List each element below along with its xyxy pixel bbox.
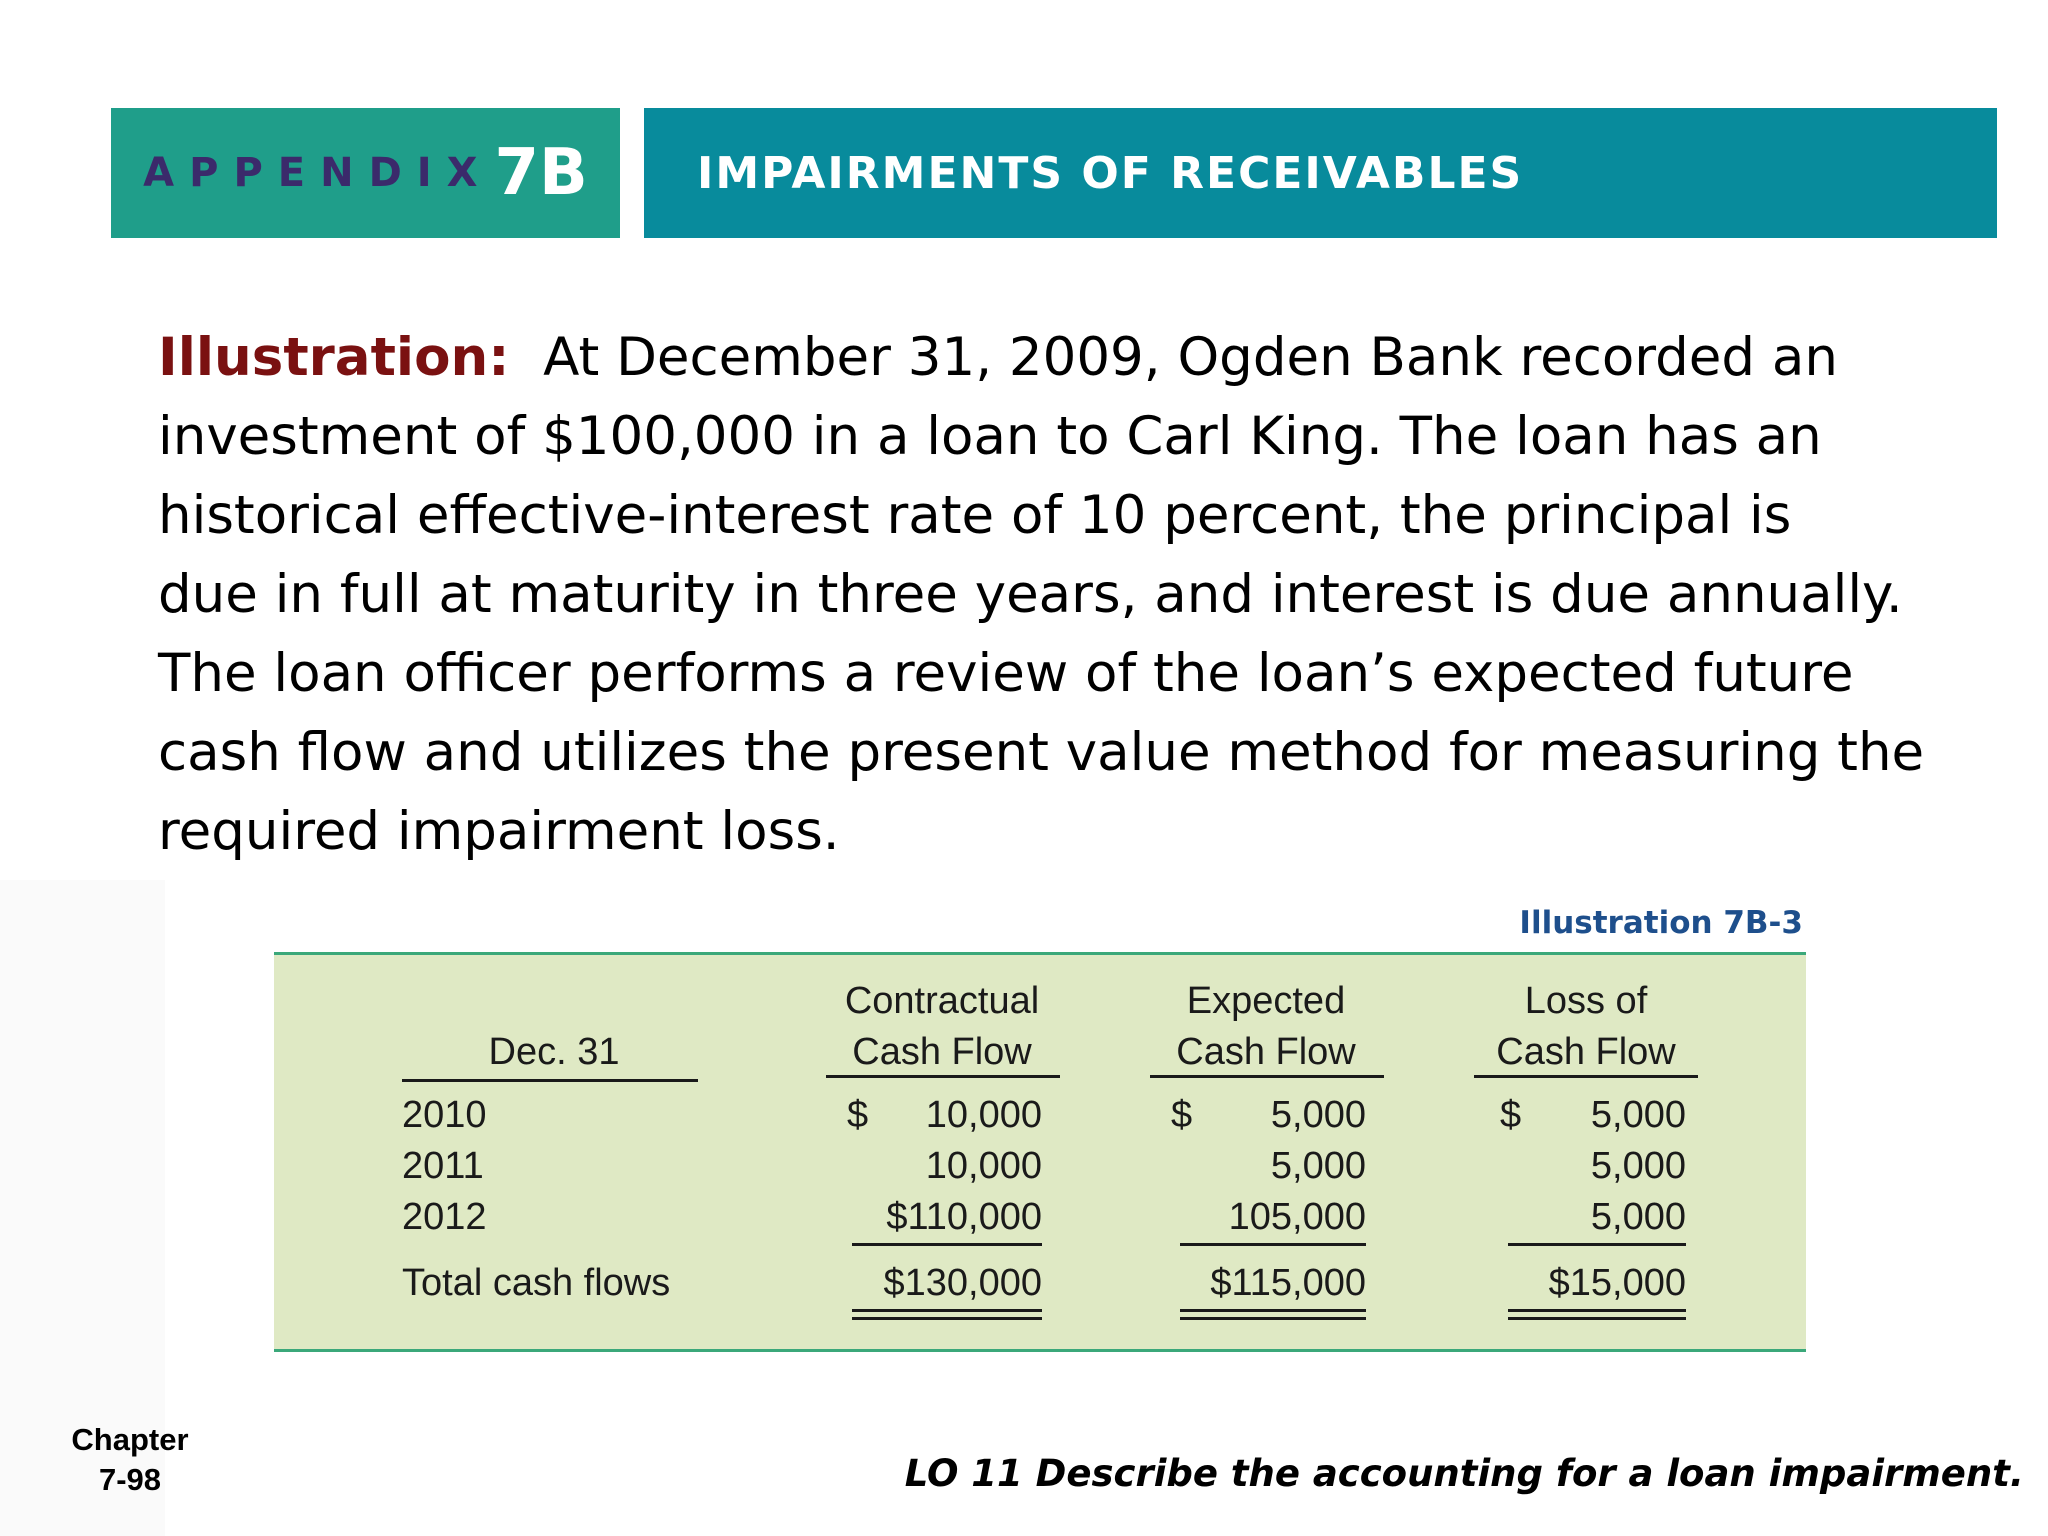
side-shade (0, 880, 165, 1536)
paragraph-line: investment of $100,000 in a loan to Carl… (158, 406, 1822, 467)
expected-value: 105,000 (1228, 1196, 1366, 1238)
illustration-lead: Illustration: (158, 327, 510, 388)
title-banner: IMPAIRMENTS OF RECEIVABLES (644, 108, 1997, 238)
double-rule-top (852, 1309, 1042, 1312)
loss-value: 5,000 (1590, 1145, 1686, 1187)
subtotal-rule (1180, 1243, 1366, 1246)
header-rule (1474, 1075, 1698, 1078)
row-label: 2012 (402, 1196, 487, 1238)
total-expected: $115,000 (1210, 1262, 1366, 1304)
currency-sign: $ (847, 1094, 869, 1136)
cash-flow-table: Dec. 31 Contractual Cash Flow Expected C… (274, 952, 1806, 1352)
currency-sign: $ (1500, 1094, 1522, 1136)
contractual-value: 10,000 (925, 1094, 1042, 1136)
header-loss-line2: Cash Flow (1496, 1031, 1676, 1073)
header-loss-line1: Loss of (1524, 980, 1648, 1022)
header-date: Dec. 31 (488, 1031, 620, 1073)
contractual-value: $110,000 (886, 1196, 1042, 1238)
expected-value: 5,000 (1270, 1145, 1366, 1187)
loss-value: 5,000 (1590, 1196, 1686, 1238)
row-label: 2010 (402, 1094, 487, 1136)
appendix-label: APPENDIX (143, 150, 493, 196)
subtotal-rule (852, 1243, 1042, 1246)
header-rule (826, 1075, 1060, 1078)
header-rule (1150, 1075, 1384, 1078)
illustration-paragraph: Illustration: At December 31, 2009, Ogde… (158, 318, 1958, 871)
double-rule-bottom (1508, 1317, 1686, 1320)
row-label: 2011 (402, 1145, 484, 1187)
paragraph-line: required impairment loss. (158, 801, 840, 862)
paragraph-line: The loan officer performs a review of th… (158, 643, 1854, 704)
chapter-label: Chapter 7-98 (60, 1420, 200, 1500)
page-number: 7-98 (98, 1462, 162, 1497)
subtotal-rule (1508, 1243, 1686, 1246)
slide-title: IMPAIRMENTS OF RECEIVABLES (697, 147, 1524, 199)
double-rule-bottom (1180, 1317, 1366, 1320)
paragraph-line: cash flow and utilizes the present value… (158, 722, 1925, 783)
loss-value: 5,000 (1590, 1094, 1686, 1136)
appendix-banner: APPENDIX 7B (111, 108, 620, 238)
paragraph-line: historical effective-interest rate of 10… (158, 485, 1792, 546)
paragraph-line-text: At December 31, 2009, Ogden Bank recorde… (543, 327, 1838, 388)
expected-value: 5,000 (1270, 1094, 1366, 1136)
contractual-value: 10,000 (925, 1145, 1042, 1187)
learning-objective: LO 11 Describe the accounting for a loan… (904, 1452, 2024, 1495)
paragraph-line: due in full at maturity in three years, … (158, 564, 1903, 625)
total-loss: $15,000 (1548, 1262, 1686, 1304)
total-contractual: $130,000 (883, 1262, 1043, 1304)
header-contractual-line1: Contractual (844, 980, 1040, 1022)
header-contractual-line2: Cash Flow (852, 1031, 1032, 1073)
header-expected-line2: Cash Flow (1176, 1031, 1356, 1073)
appendix-number: 7B (494, 136, 588, 210)
double-rule-top (1508, 1309, 1686, 1312)
header-expected-line1: Expected (1186, 980, 1346, 1022)
double-rule-bottom (852, 1317, 1042, 1320)
double-rule-top (1180, 1309, 1366, 1312)
currency-sign: $ (1171, 1094, 1193, 1136)
total-label: Total cash flows (402, 1262, 671, 1304)
paragraph-line: Illustration: At December 31, 2009, Ogde… (158, 318, 1958, 397)
illustration-caption: Illustration 7B-3 (1519, 905, 1803, 941)
header-rule (402, 1079, 698, 1082)
chapter-word: Chapter (71, 1422, 189, 1457)
